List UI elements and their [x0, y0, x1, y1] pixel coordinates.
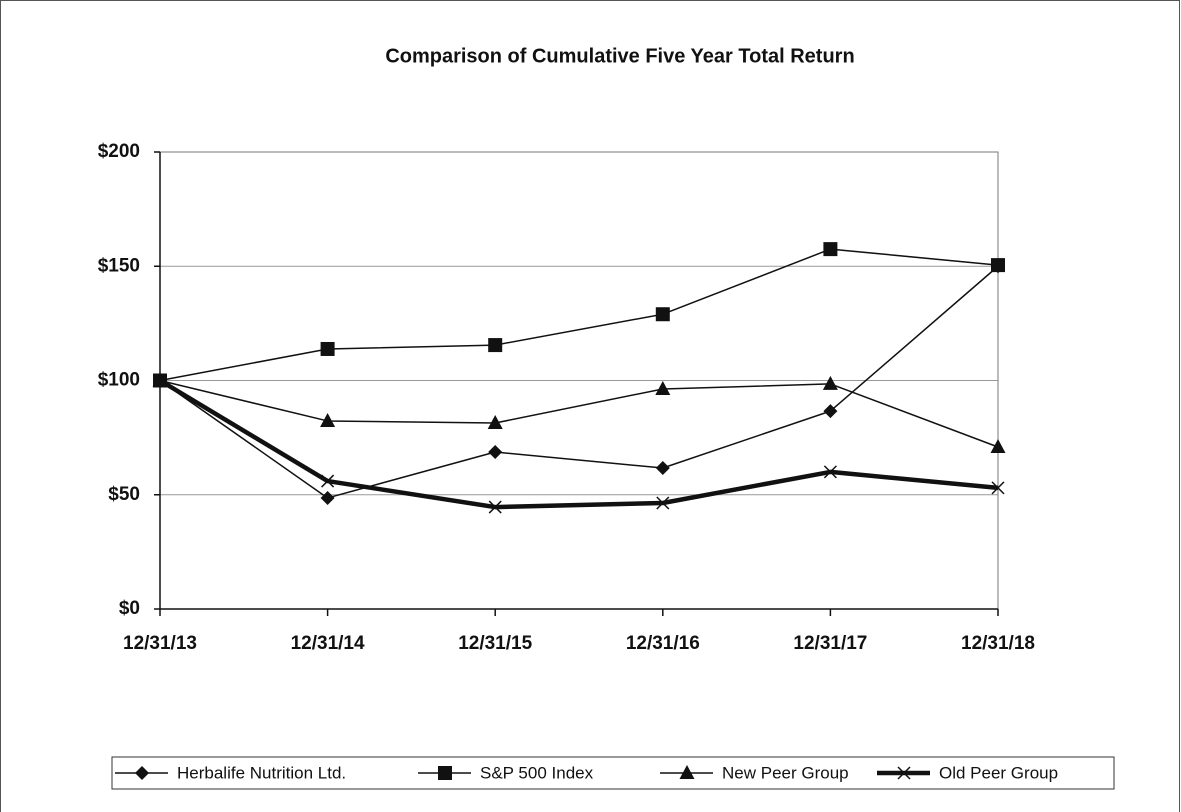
marker [488, 500, 502, 514]
series-line [158, 378, 999, 510]
marker [823, 242, 838, 257]
marker [153, 373, 167, 388]
marker [487, 415, 503, 430]
marker [823, 465, 837, 479]
series-line [159, 379, 999, 448]
marker [991, 481, 1005, 495]
marker [897, 766, 911, 780]
marker [135, 766, 149, 780]
y-tick-label: $0 [119, 598, 140, 619]
legend-label: S&P 500 Index [480, 763, 594, 782]
marker [438, 766, 452, 780]
legend-box [111, 756, 1115, 790]
legend-label: Old Peer Group [939, 763, 1058, 782]
legend-label: New Peer Group [722, 763, 849, 782]
marker [320, 412, 336, 427]
series-line [159, 265, 999, 499]
marker [488, 338, 503, 353]
chart-title: Comparison of Cumulative Five Year Total… [385, 45, 854, 67]
y-tick-label: $50 [108, 484, 140, 505]
marker [679, 765, 695, 779]
y-tick-label: $100 [98, 370, 140, 391]
x-tick-label: 12/31/14 [291, 633, 365, 654]
x-tick-label: 12/31/18 [961, 633, 1035, 654]
x-tick-label: 12/31/17 [793, 633, 867, 654]
marker [320, 341, 335, 356]
x-tick-label: 12/31/16 [626, 633, 700, 654]
marker [823, 404, 838, 419]
legend-label: Herbalife Nutrition Ltd. [177, 763, 346, 782]
marker [656, 496, 670, 510]
x-tick-label: 12/31/15 [458, 633, 532, 654]
grid [160, 151, 998, 610]
marker [655, 461, 670, 476]
marker [320, 490, 335, 505]
marker [655, 307, 670, 322]
marker [488, 445, 503, 460]
y-tick-label: $150 [98, 255, 140, 276]
marker [822, 375, 838, 390]
series-line [159, 248, 999, 382]
marker [321, 474, 335, 488]
x-tick-label: 12/31/13 [123, 633, 197, 654]
marker [991, 258, 1005, 273]
marker [655, 380, 671, 395]
marker [990, 438, 1006, 453]
y-tick-label: $200 [98, 141, 140, 162]
